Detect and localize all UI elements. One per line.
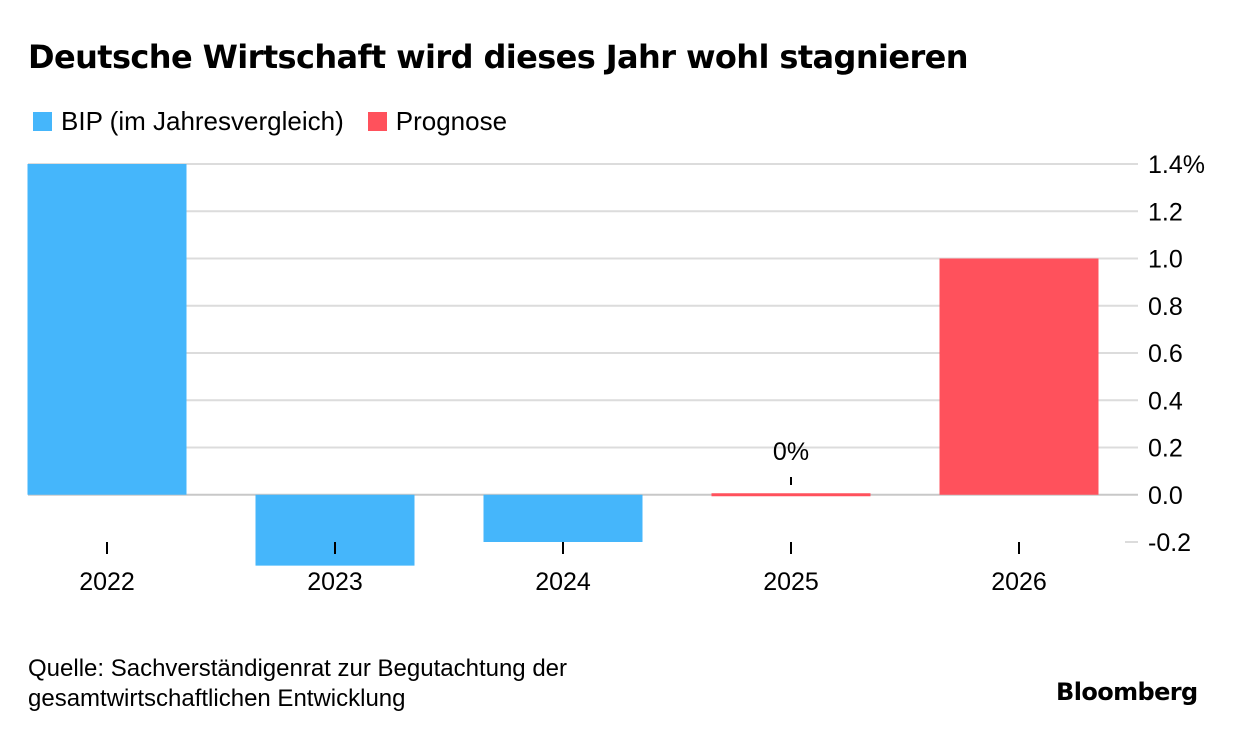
y-tick-label: 0.6: [1148, 340, 1183, 368]
x-tick-label: 2026: [991, 568, 1047, 596]
bloomberg-logo: Bloomberg: [1056, 678, 1198, 706]
legend: BIP (im Jahresvergleich) Prognose: [33, 106, 531, 137]
data-label: 0%: [773, 438, 809, 466]
y-tick-label: 0.2: [1148, 435, 1183, 463]
legend-item-bip: BIP (im Jahresvergleich): [33, 106, 344, 137]
legend-label-prognose: Prognose: [395, 106, 508, 136]
y-tick-label: 1.4%: [1148, 151, 1205, 179]
y-tick-label: 0.4: [1148, 387, 1183, 415]
x-tick-label: 2022: [79, 568, 135, 596]
y-tick-label: 0.8: [1148, 293, 1183, 321]
y-tick-label: -0.2: [1148, 529, 1191, 557]
bar-2025: [711, 493, 871, 497]
y-tick-label: 1.0: [1148, 246, 1183, 274]
legend-label-bip: BIP (im Jahresvergleich): [61, 106, 344, 136]
x-tick-label: 2023: [307, 568, 363, 596]
chart-title: Deutsche Wirtschaft wird dieses Jahr woh…: [28, 38, 969, 76]
source-line-2: gesamtwirtschaftlichen Entwicklung: [28, 685, 406, 712]
legend-swatch-prognose: [367, 112, 387, 131]
x-tick-label: 2025: [763, 568, 819, 596]
bar-chart: 1.4% 1.2 1.0 0.8 0.6 0.4 0.2 0.0 -0.2 2022 2023 202…: [27, 151, 1205, 596]
x-tick-label: 2024: [535, 568, 591, 596]
y-tick-label: 0.0: [1148, 482, 1183, 510]
bar-2022: [27, 164, 187, 495]
legend-swatch-bip: [33, 112, 52, 131]
y-tick-label: 1.2: [1148, 198, 1183, 226]
bar-2024: [483, 494, 643, 542]
bar-2026: [939, 258, 1099, 495]
source-line-1: Quelle: Sachverständigenrat zur Begutach…: [28, 655, 568, 682]
legend-item-prognose: Prognose: [367, 106, 508, 137]
bar-2023: [255, 494, 415, 566]
source-note: Quelle: Sachverständigenrat zur Begutach…: [28, 654, 567, 714]
